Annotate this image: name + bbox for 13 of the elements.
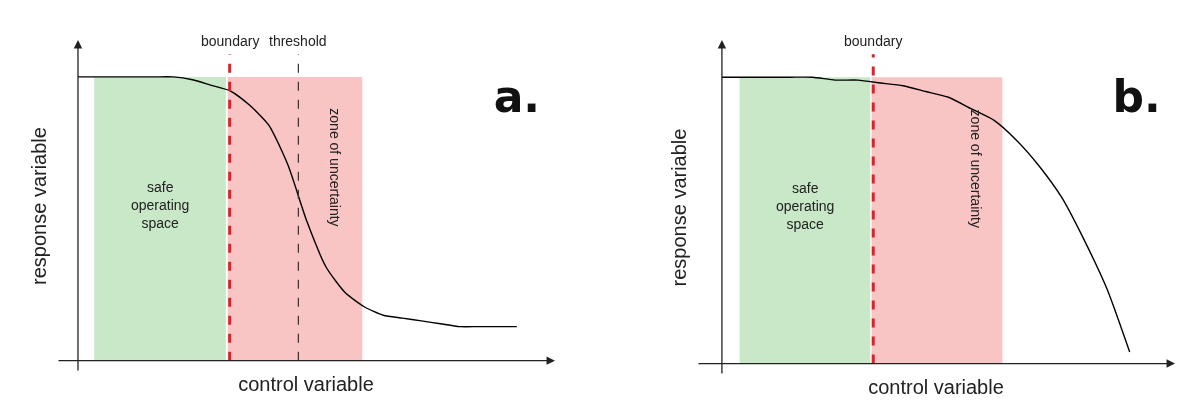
chart-title: b. xyxy=(1112,71,1161,123)
text: boundary xyxy=(201,33,260,49)
chart-title: a. xyxy=(493,70,541,122)
y-axis-title: response variable xyxy=(667,128,690,287)
annotation: zone of uncertainty xyxy=(968,109,985,228)
annotation: zone of uncertainty xyxy=(327,108,344,227)
x-axis-title: control variable xyxy=(868,375,1004,398)
annotation: safe operating space xyxy=(131,179,190,232)
y-axis-title: response variable xyxy=(27,127,50,285)
text: threshold xyxy=(269,33,327,49)
x-axis-title: control variable xyxy=(238,372,374,395)
text: boundary xyxy=(844,33,903,49)
annotation: safe operating space xyxy=(776,180,835,233)
